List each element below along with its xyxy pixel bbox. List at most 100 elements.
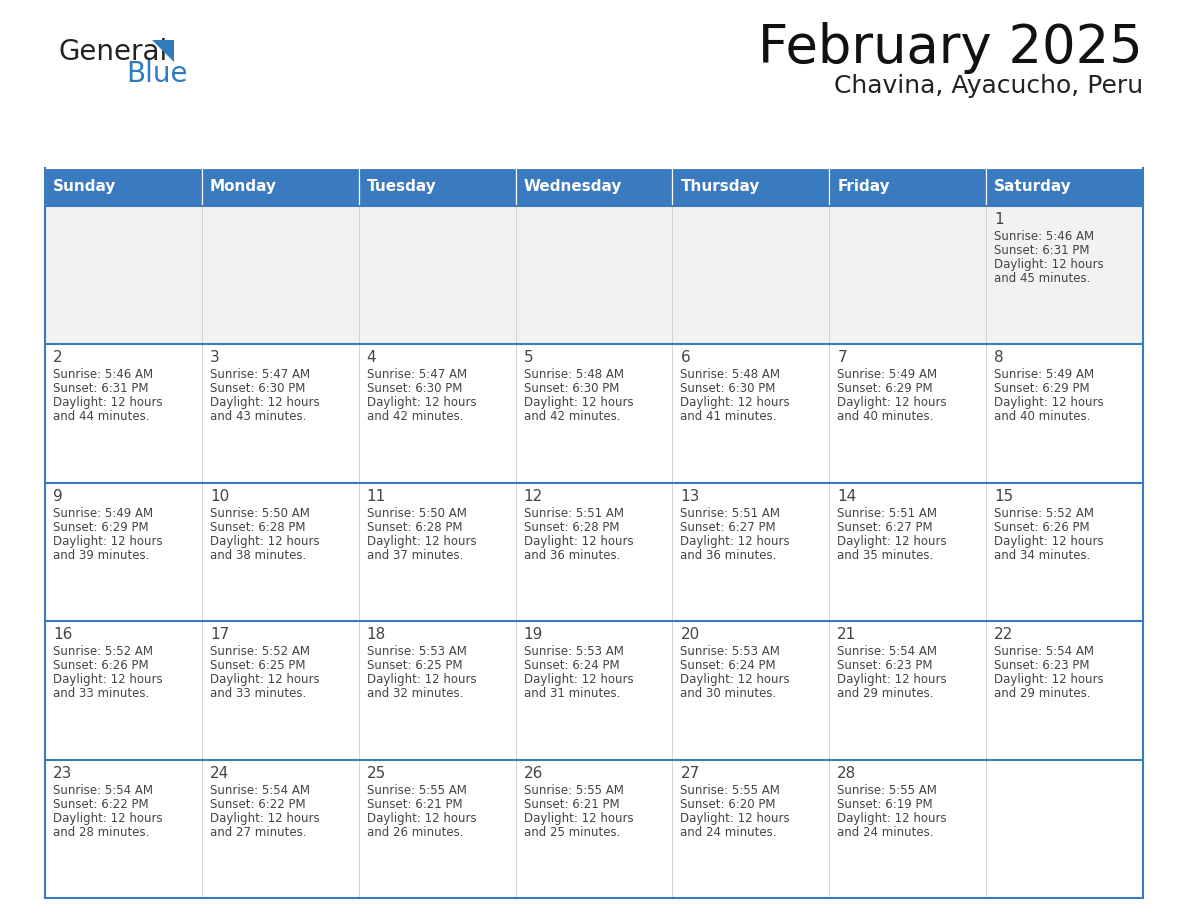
Text: and 33 minutes.: and 33 minutes. bbox=[210, 688, 307, 700]
Text: and 35 minutes.: and 35 minutes. bbox=[838, 549, 934, 562]
Text: Daylight: 12 hours: Daylight: 12 hours bbox=[524, 673, 633, 686]
Text: Daylight: 12 hours: Daylight: 12 hours bbox=[524, 397, 633, 409]
Text: Sunset: 6:24 PM: Sunset: 6:24 PM bbox=[681, 659, 776, 672]
Text: Daylight: 12 hours: Daylight: 12 hours bbox=[367, 535, 476, 548]
Text: General: General bbox=[58, 38, 168, 66]
Bar bbox=[672, 344, 829, 483]
Text: Sunrise: 5:54 AM: Sunrise: 5:54 AM bbox=[838, 645, 937, 658]
Bar bbox=[202, 206, 359, 344]
Bar bbox=[359, 344, 516, 483]
Text: and 29 minutes.: and 29 minutes. bbox=[838, 688, 934, 700]
Text: Friday: Friday bbox=[838, 180, 890, 195]
Bar bbox=[672, 483, 829, 621]
Bar bbox=[359, 483, 516, 621]
Text: and 28 minutes.: and 28 minutes. bbox=[53, 825, 150, 839]
Bar bbox=[672, 759, 829, 898]
Text: Blue: Blue bbox=[126, 60, 188, 88]
Text: Sunrise: 5:53 AM: Sunrise: 5:53 AM bbox=[681, 645, 781, 658]
Text: Sunset: 6:20 PM: Sunset: 6:20 PM bbox=[681, 798, 776, 811]
Bar bbox=[672, 621, 829, 759]
Text: and 36 minutes.: and 36 minutes. bbox=[681, 549, 777, 562]
Text: 28: 28 bbox=[838, 766, 857, 780]
Text: 14: 14 bbox=[838, 488, 857, 504]
Bar bbox=[202, 168, 359, 206]
Bar bbox=[45, 759, 202, 898]
Text: and 44 minutes.: and 44 minutes. bbox=[53, 410, 150, 423]
Text: and 29 minutes.: and 29 minutes. bbox=[994, 688, 1091, 700]
Text: 1: 1 bbox=[994, 212, 1004, 227]
Text: 9: 9 bbox=[53, 488, 63, 504]
Text: Sunrise: 5:49 AM: Sunrise: 5:49 AM bbox=[53, 507, 153, 520]
Text: Saturday: Saturday bbox=[994, 180, 1072, 195]
Text: Sunset: 6:31 PM: Sunset: 6:31 PM bbox=[53, 383, 148, 396]
Text: Sunrise: 5:55 AM: Sunrise: 5:55 AM bbox=[367, 784, 467, 797]
Text: Sunset: 6:27 PM: Sunset: 6:27 PM bbox=[681, 521, 776, 533]
Text: and 33 minutes.: and 33 minutes. bbox=[53, 688, 150, 700]
Text: 6: 6 bbox=[681, 351, 690, 365]
Bar bbox=[516, 206, 672, 344]
Text: and 40 minutes.: and 40 minutes. bbox=[838, 410, 934, 423]
Bar bbox=[829, 206, 986, 344]
Text: Daylight: 12 hours: Daylight: 12 hours bbox=[838, 812, 947, 824]
Text: and 31 minutes.: and 31 minutes. bbox=[524, 688, 620, 700]
Text: Sunrise: 5:55 AM: Sunrise: 5:55 AM bbox=[838, 784, 937, 797]
Bar bbox=[829, 621, 986, 759]
Text: 13: 13 bbox=[681, 488, 700, 504]
Text: Daylight: 12 hours: Daylight: 12 hours bbox=[838, 397, 947, 409]
Text: Daylight: 12 hours: Daylight: 12 hours bbox=[838, 535, 947, 548]
Text: and 42 minutes.: and 42 minutes. bbox=[524, 410, 620, 423]
Text: and 37 minutes.: and 37 minutes. bbox=[367, 549, 463, 562]
Text: Daylight: 12 hours: Daylight: 12 hours bbox=[53, 535, 163, 548]
Bar bbox=[516, 759, 672, 898]
Bar bbox=[672, 168, 829, 206]
Bar bbox=[202, 759, 359, 898]
Text: Sunrise: 5:50 AM: Sunrise: 5:50 AM bbox=[210, 507, 310, 520]
Bar bbox=[516, 168, 672, 206]
Text: 27: 27 bbox=[681, 766, 700, 780]
Text: Sunset: 6:25 PM: Sunset: 6:25 PM bbox=[210, 659, 305, 672]
Text: 18: 18 bbox=[367, 627, 386, 643]
Text: Monday: Monday bbox=[210, 180, 277, 195]
Text: 26: 26 bbox=[524, 766, 543, 780]
Bar bbox=[829, 168, 986, 206]
Text: 16: 16 bbox=[53, 627, 72, 643]
Text: and 25 minutes.: and 25 minutes. bbox=[524, 825, 620, 839]
Text: Daylight: 12 hours: Daylight: 12 hours bbox=[367, 673, 476, 686]
Text: and 42 minutes.: and 42 minutes. bbox=[367, 410, 463, 423]
Text: Daylight: 12 hours: Daylight: 12 hours bbox=[367, 812, 476, 824]
Text: Sunset: 6:29 PM: Sunset: 6:29 PM bbox=[994, 383, 1089, 396]
Bar bbox=[45, 168, 202, 206]
Text: Sunrise: 5:52 AM: Sunrise: 5:52 AM bbox=[210, 645, 310, 658]
Text: Sunrise: 5:47 AM: Sunrise: 5:47 AM bbox=[210, 368, 310, 381]
Text: Daylight: 12 hours: Daylight: 12 hours bbox=[994, 673, 1104, 686]
Bar bbox=[359, 759, 516, 898]
Bar bbox=[516, 621, 672, 759]
Text: Sunset: 6:29 PM: Sunset: 6:29 PM bbox=[838, 383, 933, 396]
Text: Chavina, Ayacucho, Peru: Chavina, Ayacucho, Peru bbox=[834, 74, 1143, 98]
Bar bbox=[202, 621, 359, 759]
Bar bbox=[202, 483, 359, 621]
Text: Sunset: 6:19 PM: Sunset: 6:19 PM bbox=[838, 798, 933, 811]
Bar bbox=[986, 206, 1143, 344]
Text: Sunset: 6:28 PM: Sunset: 6:28 PM bbox=[524, 521, 619, 533]
Text: Daylight: 12 hours: Daylight: 12 hours bbox=[524, 812, 633, 824]
Text: 7: 7 bbox=[838, 351, 847, 365]
Text: 22: 22 bbox=[994, 627, 1013, 643]
Text: Wednesday: Wednesday bbox=[524, 180, 623, 195]
Text: 23: 23 bbox=[53, 766, 72, 780]
Text: 15: 15 bbox=[994, 488, 1013, 504]
Text: Sunrise: 5:49 AM: Sunrise: 5:49 AM bbox=[838, 368, 937, 381]
Text: Sunset: 6:31 PM: Sunset: 6:31 PM bbox=[994, 244, 1089, 257]
Text: Sunrise: 5:52 AM: Sunrise: 5:52 AM bbox=[994, 507, 1094, 520]
Text: 20: 20 bbox=[681, 627, 700, 643]
Text: Daylight: 12 hours: Daylight: 12 hours bbox=[210, 535, 320, 548]
Text: Sunset: 6:30 PM: Sunset: 6:30 PM bbox=[367, 383, 462, 396]
Bar bbox=[829, 759, 986, 898]
Text: Daylight: 12 hours: Daylight: 12 hours bbox=[681, 397, 790, 409]
Bar bbox=[672, 206, 829, 344]
Text: 10: 10 bbox=[210, 488, 229, 504]
Text: Sunrise: 5:51 AM: Sunrise: 5:51 AM bbox=[838, 507, 937, 520]
Text: Thursday: Thursday bbox=[681, 180, 760, 195]
Text: 17: 17 bbox=[210, 627, 229, 643]
Bar bbox=[829, 483, 986, 621]
